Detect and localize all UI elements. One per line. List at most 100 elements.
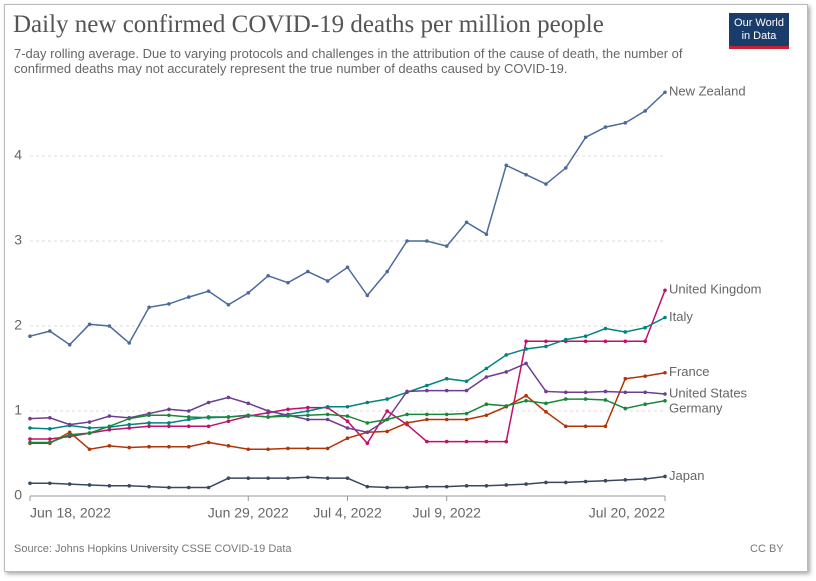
point [464,484,469,488]
point [524,347,528,351]
point [425,412,429,417]
point [147,444,151,449]
point [484,439,489,444]
point [544,410,548,414]
point [563,166,568,170]
point [583,390,588,395]
point [623,376,628,381]
point [464,220,469,225]
point [186,295,191,299]
point [48,437,52,441]
point [147,421,151,425]
point [425,417,429,422]
point [147,413,151,418]
point [365,484,370,489]
point [643,339,647,344]
point [167,413,171,418]
point [663,315,667,320]
point [385,429,389,434]
point [444,388,449,393]
point [524,393,528,398]
point [246,413,251,418]
point [246,476,251,480]
point [226,415,231,419]
legend-label: France [669,364,709,379]
point [186,424,191,429]
point [643,477,647,481]
point [663,288,667,293]
point [206,416,211,420]
point [425,388,429,393]
point [504,370,509,374]
point [345,414,350,418]
point [28,481,32,486]
point [107,324,112,328]
point [484,484,489,488]
series-line [29,91,666,346]
point [365,441,370,446]
point [286,407,290,412]
point [385,485,389,490]
point [444,244,449,248]
x-tick-label: Jun 18, 2022 [30,505,111,521]
point [603,424,608,429]
point [623,330,628,334]
point [186,409,191,413]
point [226,476,231,480]
x-tick-label: Jul 9, 2022 [412,505,481,521]
point [28,416,32,421]
point [167,485,171,490]
point [603,125,608,129]
point [206,440,211,445]
point [444,412,449,417]
point [484,402,489,407]
point [444,417,449,422]
point [504,163,509,168]
point [87,322,92,327]
point [246,401,251,406]
point [186,485,191,490]
point [405,239,409,243]
point [147,484,151,489]
point [226,444,231,448]
point [87,447,92,452]
point [306,405,310,410]
point [425,239,429,243]
point [306,409,310,413]
point [28,426,32,430]
point [603,398,608,402]
point [67,342,72,347]
point [127,416,132,421]
point [325,279,330,283]
legend-label: Germany [669,400,723,415]
point [583,135,588,140]
point [365,293,370,298]
point [544,401,548,406]
logo[interactable]: Our World in Data [729,13,789,49]
point [246,447,251,452]
point [167,302,171,306]
y-tick-label: 2 [14,317,22,333]
point [603,339,608,344]
point [504,483,509,487]
point [504,439,509,444]
point [563,337,568,342]
point [544,344,548,349]
point [623,339,628,344]
point [464,388,469,393]
point [186,415,191,419]
point [643,374,647,378]
point [345,404,350,409]
point [544,339,548,344]
license[interactable]: CC BY [750,543,784,555]
point [325,476,330,480]
point [385,269,389,274]
x-tick-label: Jul 20, 2022 [589,505,665,521]
point [484,232,489,236]
point [306,269,310,274]
point [603,389,608,394]
point [345,436,350,441]
point [524,339,528,344]
point [306,475,310,480]
point [544,389,548,394]
